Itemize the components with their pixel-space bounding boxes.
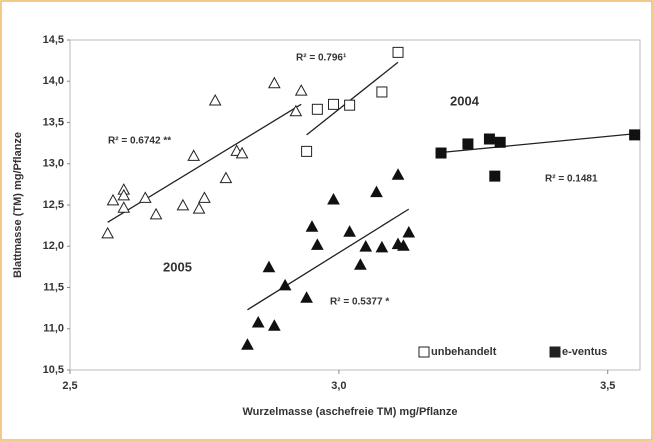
point [106, 193, 120, 206]
point [402, 226, 416, 238]
point [343, 225, 356, 237]
point [176, 198, 190, 211]
legend-swatch [549, 346, 561, 358]
y-tick-label: 13,0 [43, 158, 64, 170]
point [289, 104, 303, 117]
annotation: 2005 [163, 259, 192, 274]
point [305, 220, 319, 232]
y-tick-label: 13,5 [43, 116, 64, 128]
point [435, 147, 447, 159]
annotation: R² = 0.5377 * [330, 297, 389, 308]
point [354, 258, 367, 270]
point [327, 193, 340, 205]
annotation: 2004 [450, 93, 480, 108]
point [278, 278, 292, 291]
legend-label: e-ventus [562, 346, 607, 358]
point [117, 188, 131, 201]
x-tick-label: 3,0 [331, 380, 346, 392]
y-tick-label: 14,5 [43, 34, 64, 46]
point [241, 338, 254, 350]
point [494, 136, 506, 148]
y-axis-title: Blattmasse (TM) mg/Pflanze [12, 132, 24, 278]
y-tick-label: 10,5 [43, 364, 64, 376]
x-tick-label: 2,5 [62, 380, 77, 392]
point [101, 226, 114, 239]
point [483, 133, 495, 145]
point [219, 171, 233, 184]
trend-line [306, 61, 399, 136]
point [262, 260, 276, 273]
point [267, 319, 281, 331]
point [462, 138, 474, 150]
x-tick-label: 3,5 [600, 380, 615, 392]
point [117, 201, 131, 213]
point [344, 99, 356, 111]
trend-line [247, 208, 410, 311]
point [192, 202, 206, 214]
point [149, 207, 163, 220]
legend-swatch [418, 346, 430, 358]
point [376, 86, 388, 98]
y-tick-label: 11,0 [43, 323, 64, 335]
annotation: R² = 0.796¹ [296, 53, 347, 64]
point [629, 129, 641, 141]
legend-label: unbehandelt [431, 346, 497, 358]
y-tick-label: 12,0 [43, 240, 64, 252]
y-tick-label: 14,0 [43, 75, 64, 87]
point [198, 191, 211, 203]
point [375, 240, 389, 253]
point [391, 168, 405, 180]
point [311, 238, 324, 250]
point [187, 149, 201, 161]
point [300, 291, 313, 303]
x-axis-title: Wurzelmasse (aschefreie TM) mg/Pflanze [243, 406, 458, 418]
point [138, 191, 152, 203]
point [489, 170, 501, 182]
point [294, 84, 308, 96]
point [235, 146, 249, 159]
trend-line [435, 132, 641, 154]
point [392, 46, 404, 58]
point [397, 239, 410, 251]
y-tick-label: 12,5 [43, 199, 64, 211]
point [311, 103, 323, 115]
point [267, 76, 281, 89]
point [370, 185, 383, 198]
point [251, 315, 265, 328]
point [327, 98, 339, 110]
point [301, 145, 313, 157]
point [359, 240, 373, 252]
y-tick-label: 11,5 [43, 281, 64, 293]
annotation: R² = 0.6742 ** [108, 136, 171, 147]
annotation: R² = 0.1481 [545, 174, 598, 185]
point [208, 94, 222, 106]
